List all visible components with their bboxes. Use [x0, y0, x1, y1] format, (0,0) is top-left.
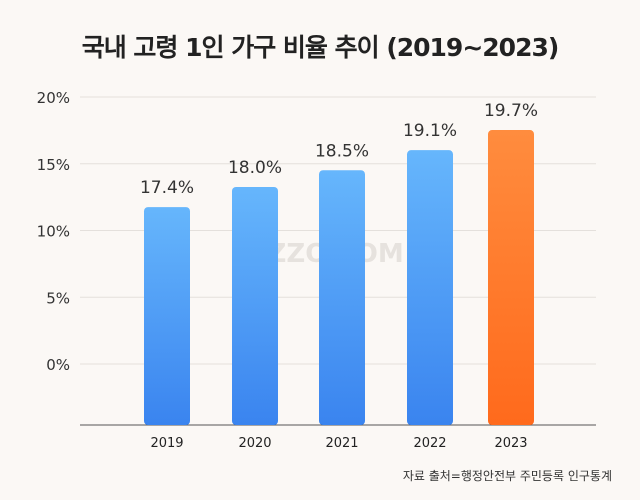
bar: [144, 207, 190, 425]
y-tick-label: 20%: [37, 89, 70, 107]
source-note: 자료 출처=행정안전부 주민등록 인구통계: [402, 469, 612, 483]
x-tick-label: 2020: [238, 436, 271, 451]
y-tick-label: 10%: [37, 223, 70, 241]
x-tick-label: 2019: [150, 436, 183, 451]
x-tick-label: 2022: [413, 436, 446, 451]
chart-title: 국내 고령 1인 가구 비율 추이 (2019~2023): [81, 33, 560, 62]
x-tick-label: 2023: [494, 436, 527, 451]
data-label: 18.0%: [228, 158, 282, 178]
data-label: 17.4%: [140, 178, 194, 198]
bar: [319, 170, 365, 425]
x-tick-label: 2021: [325, 436, 358, 451]
bar: [232, 187, 278, 425]
y-tick-label: 0%: [46, 356, 70, 374]
bar: [488, 130, 534, 426]
data-label: 19.1%: [403, 121, 457, 141]
data-label: 19.7%: [484, 101, 538, 121]
data-label: 18.5%: [315, 141, 369, 161]
y-tick-label: 15%: [37, 156, 70, 174]
bar: [407, 150, 453, 425]
y-tick-label: 5%: [46, 289, 70, 307]
